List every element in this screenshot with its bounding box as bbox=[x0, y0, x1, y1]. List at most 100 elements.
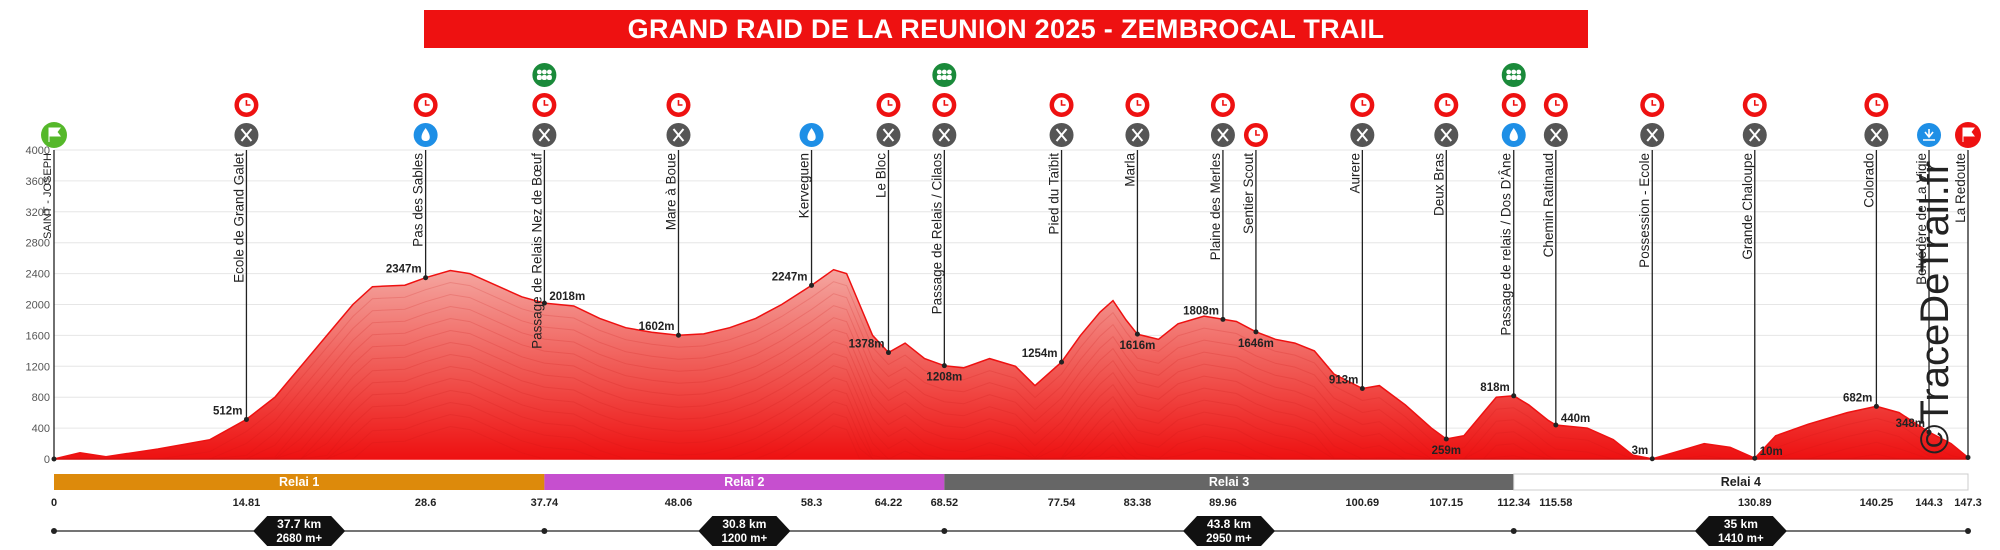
x-tick-label: 140.25 bbox=[1860, 497, 1894, 509]
profile-contour bbox=[54, 425, 1968, 460]
y-tick-label: 2000 bbox=[26, 300, 50, 312]
food-icon bbox=[1640, 123, 1665, 147]
waypoint-name: Pas des Sables bbox=[411, 153, 426, 247]
food-icon-cutlery bbox=[938, 128, 951, 142]
profile-contour bbox=[54, 317, 1968, 460]
relay-summary-gain: 1200 m+ bbox=[721, 533, 767, 545]
waypoint-name: Passage de Relais / Cilaos bbox=[929, 153, 944, 315]
relay-label: Relai 3 bbox=[1209, 475, 1249, 489]
elevation-label: 2347m bbox=[386, 264, 422, 276]
relay-label: Relai 2 bbox=[724, 475, 764, 489]
waypoint-dot bbox=[1511, 393, 1517, 399]
profile-contour bbox=[54, 377, 1968, 460]
waypoint-name: Grande Chaloupe bbox=[1740, 153, 1755, 260]
y-tick-label: 800 bbox=[32, 392, 50, 404]
x-tick-label: 100.69 bbox=[1346, 497, 1380, 509]
relay-summary-gain: 1410 m+ bbox=[1718, 533, 1764, 545]
profile-contour bbox=[54, 401, 1968, 460]
timing-icon bbox=[1350, 93, 1375, 117]
waypoint-name: Kerveguen bbox=[797, 153, 812, 218]
food-icon bbox=[1210, 123, 1235, 147]
team-icon-body bbox=[941, 75, 947, 80]
team-icon-head bbox=[936, 69, 942, 75]
page-title: GRAND RAID DE LA REUNION 2025 - ZEMBROCA… bbox=[424, 10, 1588, 48]
waypoint-name: La Redoute bbox=[1953, 153, 1968, 223]
team-icon-head bbox=[1511, 69, 1517, 75]
timing-icon bbox=[1243, 123, 1268, 147]
team-icon-head bbox=[946, 69, 952, 75]
timing-icon bbox=[1210, 93, 1235, 117]
food-icon bbox=[876, 123, 901, 147]
waypoint-dot bbox=[1965, 454, 1971, 460]
waypoint-name: Passage de relais / Dos D'Âne bbox=[1499, 153, 1514, 336]
waypoint-dot bbox=[1873, 403, 1879, 409]
elevation-label: 1646m bbox=[1238, 338, 1274, 350]
team-icon-head bbox=[541, 69, 547, 75]
waypoint-dot bbox=[1059, 359, 1065, 365]
finish-icon bbox=[1955, 122, 1981, 148]
waypoint-dot bbox=[1253, 329, 1259, 335]
timing-icon-hands bbox=[1222, 100, 1227, 106]
team-icon-body bbox=[541, 75, 547, 80]
relay-summary-badge bbox=[1694, 516, 1787, 546]
waypoint-dot bbox=[1649, 456, 1655, 462]
timing-icon-hands bbox=[1361, 100, 1367, 106]
food-icon bbox=[666, 123, 691, 147]
waypoint-dot bbox=[885, 350, 891, 356]
food-icon bbox=[1434, 123, 1459, 147]
x-tick-label: 14.81 bbox=[233, 497, 261, 509]
food-icon-cutlery bbox=[1131, 128, 1144, 142]
food-icon bbox=[932, 123, 957, 147]
waypoint-dot bbox=[1134, 331, 1140, 337]
waypoint-name: Sentier Scout bbox=[1241, 153, 1256, 234]
timing-icon bbox=[1543, 93, 1568, 117]
team-icon-head bbox=[536, 69, 542, 75]
timing-icon-hands bbox=[1512, 100, 1518, 106]
elevation-label: 3m bbox=[1632, 445, 1649, 457]
food-icon-cutlery bbox=[1440, 128, 1453, 142]
food-icon bbox=[234, 123, 259, 147]
relay-summary-badge bbox=[698, 516, 791, 546]
profile-contour bbox=[54, 281, 1969, 460]
y-tick-label: 0 bbox=[44, 454, 50, 466]
relay-label: Relai 1 bbox=[279, 475, 319, 489]
food-icon bbox=[1049, 123, 1074, 147]
y-tick-label: 3200 bbox=[26, 207, 50, 219]
relay-label: Relai 4 bbox=[1721, 475, 1761, 489]
timing-icon-hands bbox=[245, 100, 251, 106]
food-icon bbox=[1350, 123, 1375, 147]
y-tick-label: 400 bbox=[32, 423, 50, 435]
timing-icon-hands bbox=[1875, 100, 1881, 106]
relay-bar bbox=[54, 474, 545, 490]
waypoint-name: Mare à Boue bbox=[663, 153, 678, 230]
timing-icon-hands bbox=[677, 100, 683, 106]
water-icon bbox=[413, 123, 438, 147]
timing-icon-hands bbox=[1555, 100, 1560, 106]
food-icon-cutlery bbox=[1356, 128, 1369, 142]
waypoint-dot bbox=[1359, 385, 1365, 391]
relay-summary-distance: 43.8 km bbox=[1207, 517, 1251, 531]
food-icon-cutlery bbox=[1217, 128, 1229, 142]
waypoint-name: Ecole de Grand Galet bbox=[231, 153, 246, 283]
team-icon-body bbox=[536, 75, 542, 80]
relay-summary-distance: 30.8 km bbox=[722, 517, 766, 531]
timing-icon bbox=[1501, 93, 1526, 117]
profile-contour bbox=[54, 365, 1968, 460]
elevation-label: 1378m bbox=[849, 339, 885, 351]
elevation-label: 913m bbox=[1329, 374, 1358, 386]
timing-icon-hands bbox=[543, 100, 549, 106]
waypoint-dot bbox=[423, 275, 429, 281]
waypoint-name: Pied du Taïbit bbox=[1047, 153, 1062, 235]
team-icon-body bbox=[1506, 75, 1512, 80]
timing-icon-hands bbox=[1060, 100, 1066, 106]
elevation-label: 259m bbox=[1432, 445, 1461, 457]
timing-icon bbox=[932, 93, 957, 117]
timing-icon-hands bbox=[424, 100, 430, 106]
team-icon-head bbox=[1506, 69, 1512, 75]
elevation-label: 682m bbox=[1843, 392, 1872, 404]
elevation-label: 512m bbox=[213, 405, 242, 417]
y-tick-label: 1200 bbox=[26, 361, 50, 373]
team-icon-head bbox=[1516, 69, 1522, 75]
profile-contour bbox=[54, 341, 1968, 460]
timing-icon bbox=[1742, 93, 1767, 117]
